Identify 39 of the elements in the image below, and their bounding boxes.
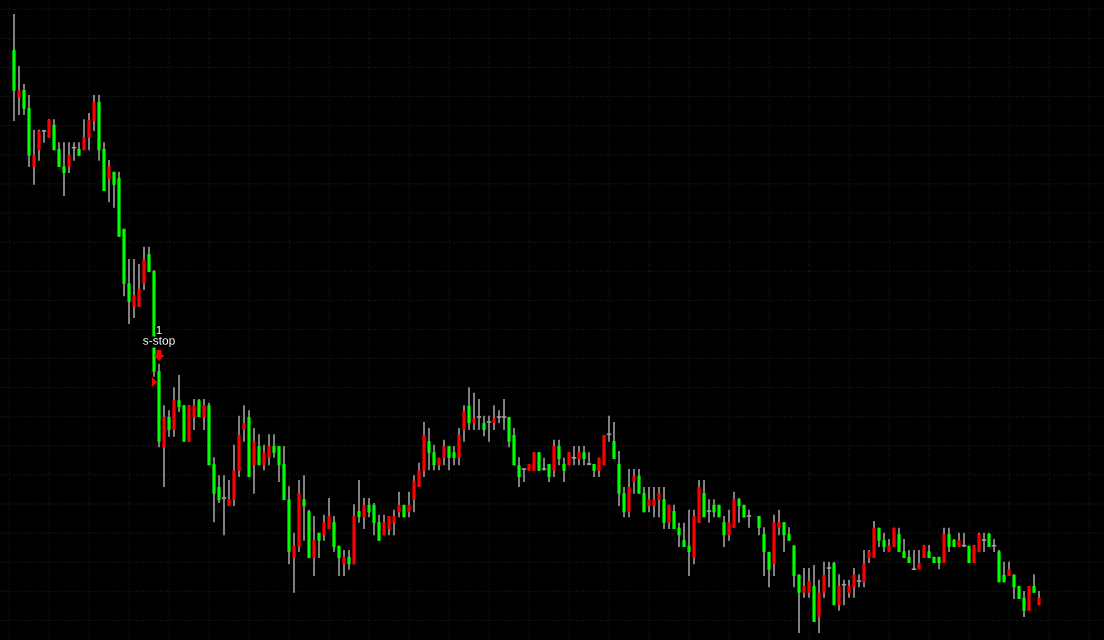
candlestick (762, 526, 766, 577)
candlestick (347, 549, 351, 571)
candlestick (767, 551, 771, 588)
candlestick (822, 561, 826, 599)
candlestick (242, 404, 246, 443)
candlestick (397, 491, 401, 519)
candlestick (1032, 573, 1036, 594)
candlestick (302, 474, 306, 542)
candlestick (457, 427, 461, 467)
candlestick (342, 549, 346, 577)
candlestick (722, 515, 726, 548)
candlestick (362, 497, 366, 530)
candlestick (107, 159, 111, 203)
candlestick (257, 433, 261, 467)
candlestick (837, 573, 841, 612)
candlestick (357, 479, 361, 524)
candlestick (17, 65, 21, 116)
candlestick (582, 445, 586, 467)
candlestick (472, 392, 476, 431)
candlestick (632, 468, 636, 495)
annotation: s-stop (143, 336, 175, 348)
candlestick (667, 504, 671, 530)
candlestick (662, 486, 666, 530)
candlestick (562, 457, 566, 483)
candlestick (407, 491, 411, 519)
candlestick (482, 414, 486, 437)
candlestick (462, 404, 466, 443)
candlestick (612, 421, 616, 460)
candlestick (467, 386, 471, 431)
annotation: 1 (156, 325, 162, 335)
candlestick (312, 515, 316, 577)
candlestick (32, 128, 36, 186)
candlestick (757, 515, 761, 536)
candlestick (67, 141, 71, 174)
candlestick (557, 439, 561, 467)
candlestick (317, 531, 321, 559)
candlestick (442, 439, 446, 467)
candlestick (167, 409, 171, 438)
candlestick (202, 398, 206, 431)
